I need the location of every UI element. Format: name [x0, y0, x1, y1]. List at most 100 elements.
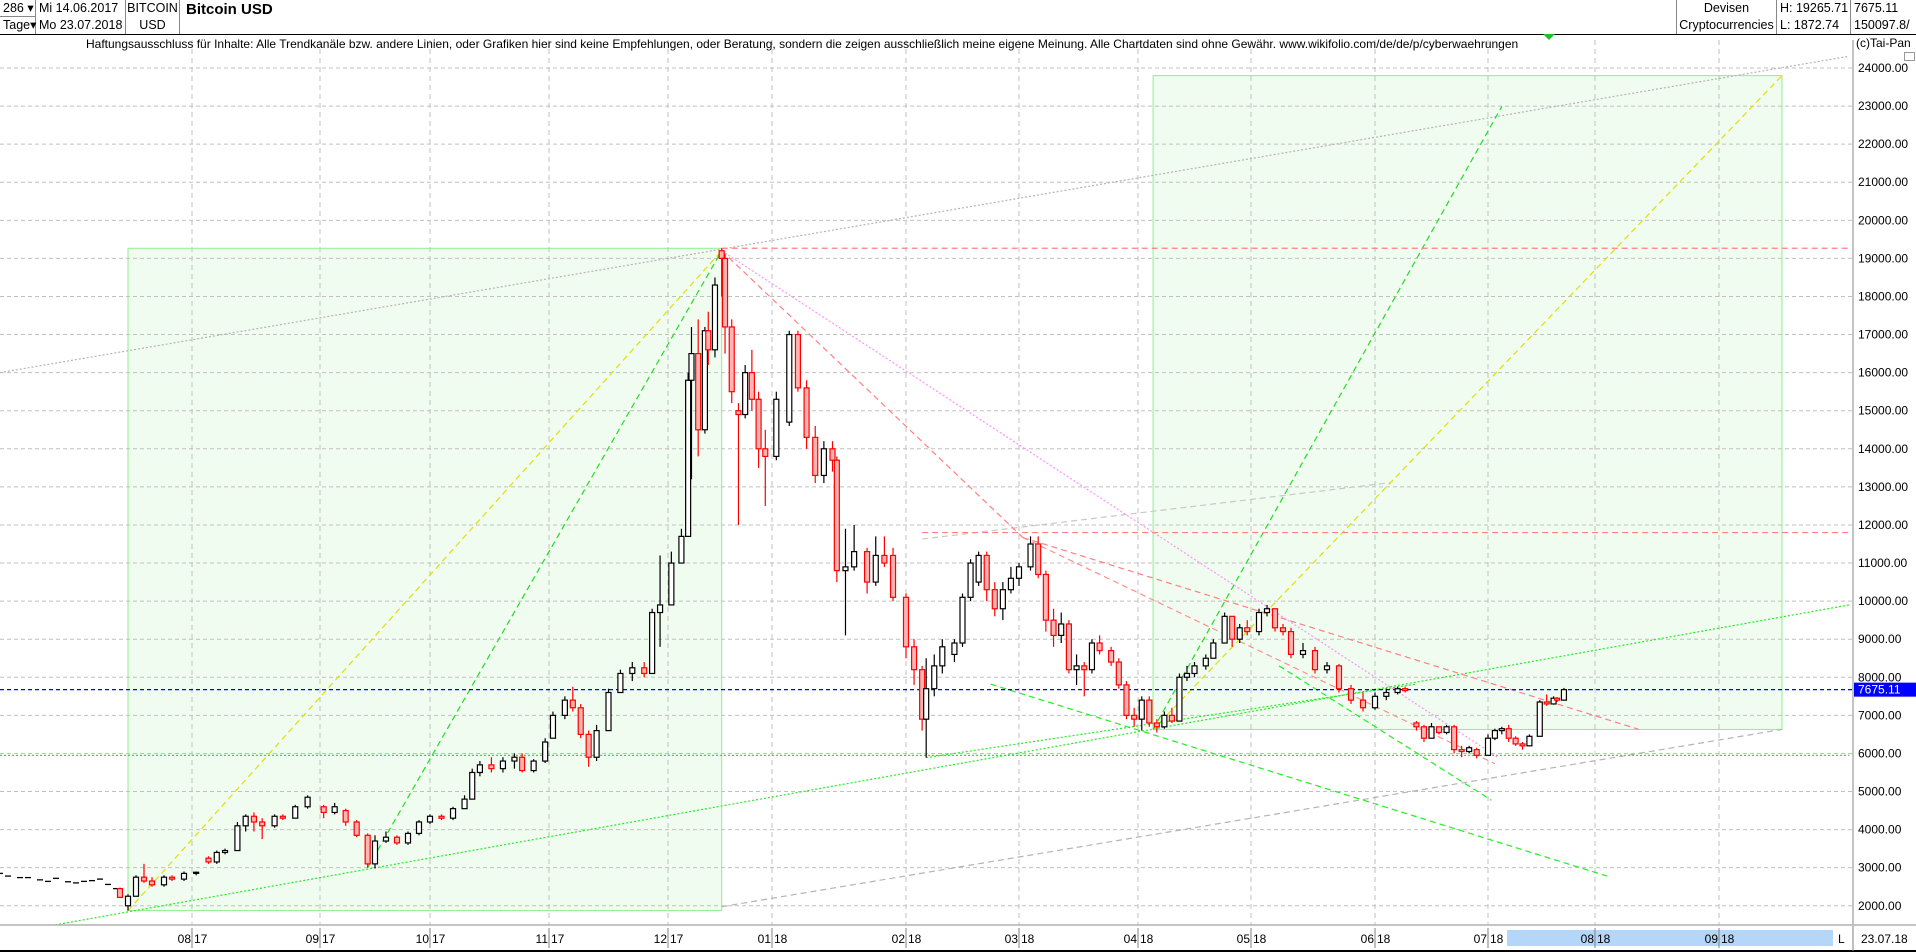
symbol-cell: BITCOIN USD: [126, 0, 180, 34]
y-tick-label: 8000.00: [1858, 670, 1902, 684]
x-tick-month: 08: [178, 932, 192, 946]
candle-body: [569, 699, 576, 709]
candle-body: [1007, 577, 1015, 591]
candle: [975, 551, 982, 586]
candle: [1146, 696, 1153, 727]
candle: [132, 875, 140, 897]
trend-line: [721, 728, 1783, 908]
candle: [649, 608, 656, 675]
candle: [353, 820, 360, 838]
candle: [213, 850, 220, 864]
candle: [1560, 687, 1568, 701]
candle-body: [1221, 615, 1228, 644]
candle: [1519, 742, 1526, 750]
candle: [148, 877, 156, 887]
drawing-boxes: [127, 75, 1783, 912]
candle: [1435, 726, 1443, 735]
candle-body: [1491, 729, 1499, 739]
candle-body: [742, 372, 749, 416]
y-tick-label: 14000.00: [1858, 442, 1908, 456]
marker-triangle-icon[interactable]: [1543, 34, 1555, 40]
candle-body: [951, 642, 958, 656]
candle-body: [124, 895, 132, 907]
candle-body: [1335, 665, 1343, 690]
candle: [1466, 745, 1473, 754]
candle-body: [193, 871, 200, 874]
candle-body: [1202, 657, 1209, 667]
candle: [748, 349, 755, 411]
candle-body: [803, 387, 810, 438]
candle-body: [688, 353, 695, 381]
last-price-label: 7675.11: [1858, 683, 1901, 697]
candle-body: [872, 554, 879, 583]
candle: [1428, 722, 1435, 739]
candle-body: [168, 876, 176, 880]
trend-line: [0, 604, 1850, 936]
candle-body: [975, 554, 982, 583]
category: Devisen: [1703, 1, 1750, 15]
candle: [967, 559, 974, 602]
candle-body: [1443, 726, 1450, 734]
candle-body: [1347, 688, 1355, 701]
candle-body: [678, 535, 685, 564]
candle-body: [910, 646, 918, 671]
candle-body: [271, 815, 278, 827]
period-select[interactable]: Tage▾: [0, 17, 36, 34]
trend-line: [990, 683, 1608, 877]
candle-body: [1279, 627, 1287, 633]
candle-body: [695, 353, 702, 431]
category-cell: Devisen Cryptocurrencies: [1677, 0, 1777, 34]
candle: [762, 429, 769, 506]
x-tick-year: 18: [908, 932, 922, 946]
candle: [863, 547, 871, 594]
candle-body: [762, 448, 769, 458]
trend-line: [926, 683, 1417, 759]
date-range[interactable]: Mi 14.06.2017 Mo 23.07.2018: [36, 0, 126, 34]
scrollbar-thumb[interactable]: [1507, 930, 1833, 946]
candle-body: [721, 257, 729, 328]
candle-body: [116, 888, 124, 898]
minimize-icon[interactable]: [1904, 52, 1915, 61]
candle-body: [1512, 737, 1519, 745]
candle: [1323, 662, 1331, 674]
candle-body: [881, 554, 888, 564]
y-tick-label: 16000.00: [1858, 366, 1908, 380]
y-tick-label: 11000.00: [1858, 556, 1907, 570]
candle: [221, 848, 229, 855]
bar-count-select[interactable]: 286 ▾: [0, 0, 36, 17]
candle-body: [250, 815, 258, 823]
candle: [685, 372, 692, 537]
candle: [1088, 639, 1096, 674]
candle: [1505, 724, 1512, 743]
y-tick-label: 5000.00: [1858, 785, 1902, 799]
candle: [910, 639, 918, 685]
y-tick-label: 17000.00: [1858, 328, 1908, 342]
candle: [902, 593, 910, 659]
candle-body: [1311, 650, 1319, 671]
candle-body: [1271, 608, 1279, 629]
y-tick-label: 24000.00: [1858, 61, 1908, 75]
y-tick-label: 4000.00: [1858, 823, 1902, 837]
candle-body: [748, 372, 755, 400]
candle: [140, 863, 148, 883]
candle-body: [542, 741, 549, 762]
y-tick-label: 2000.00: [1858, 899, 1902, 913]
trend-line: [0, 55, 1850, 374]
candle-body: [476, 764, 484, 774]
candle: [695, 319, 702, 457]
candle-body: [292, 806, 299, 819]
candle: [959, 593, 966, 647]
y-tick-label: 9000.00: [1858, 632, 1902, 646]
candle: [951, 639, 958, 663]
y-tick-label: 23000.00: [1858, 99, 1908, 113]
candle-body: [629, 667, 636, 675]
x-tick-year: 18: [1597, 932, 1611, 946]
candle: [279, 814, 286, 821]
candle: [1450, 724, 1458, 754]
y-tick-label: 13000.00: [1858, 480, 1908, 494]
candle-body: [1553, 697, 1561, 701]
candle-body: [426, 815, 434, 823]
candle-body: [1131, 714, 1138, 720]
x-tick-year: 18: [774, 932, 788, 946]
